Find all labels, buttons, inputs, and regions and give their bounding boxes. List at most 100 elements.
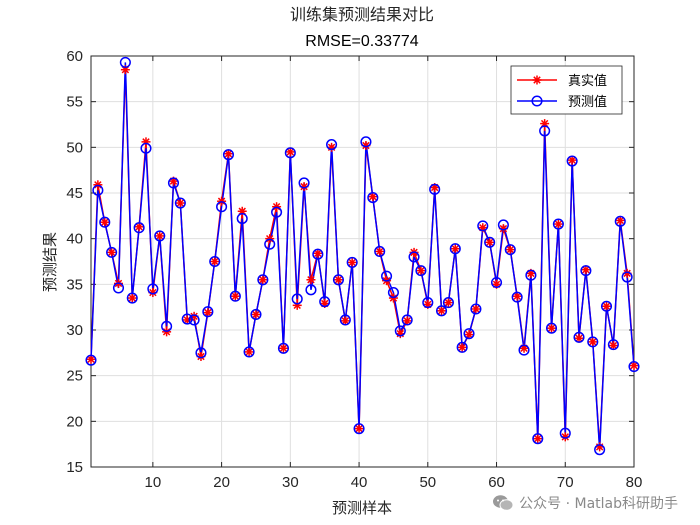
x-tick-label: 30 [282, 474, 299, 491]
data-point-actual [464, 330, 474, 340]
chart-title: 训练集预测结果对比 [290, 5, 434, 24]
series-markers-predicted [85, 56, 640, 456]
data-point-predicted [319, 296, 331, 308]
series-line [90, 62, 635, 450]
data-point-predicted [312, 248, 324, 260]
data-point-predicted [573, 331, 585, 343]
legend-item: 真实值 [517, 73, 607, 89]
y-tick-label: 20 [66, 413, 83, 430]
data-point-predicted [353, 423, 365, 435]
x-tick-label: 40 [351, 474, 368, 491]
data-point-predicted [202, 306, 214, 318]
data-point-actual [533, 434, 543, 444]
data-point-actual [457, 342, 467, 352]
data-point-predicted [559, 427, 571, 439]
data-point-predicted [415, 265, 427, 277]
data-point-actual [595, 442, 605, 452]
data-point-predicted [518, 344, 530, 356]
data-point-predicted [346, 256, 358, 268]
data-point-predicted [339, 314, 351, 326]
data-point-predicted [387, 287, 399, 299]
legend-label: 真实值 [568, 73, 607, 89]
data-point-predicted [628, 360, 640, 373]
data-point-predicted [456, 341, 468, 353]
data-point-actual [512, 291, 522, 301]
data-point-predicted [497, 219, 509, 231]
legend-label: 预测值 [568, 94, 607, 110]
data-point-actual [354, 424, 364, 434]
data-point-predicted [490, 276, 503, 289]
data-point-predicted [484, 236, 496, 248]
y-tick-label: 50 [66, 139, 83, 156]
data-point-actual [567, 155, 577, 165]
legend-item: 预测值 [517, 94, 607, 110]
x-tick-label: 10 [145, 474, 162, 491]
data-point-actual [340, 316, 350, 326]
data-point-actual [553, 219, 563, 229]
data-point-predicted [257, 274, 269, 286]
data-point-actual [505, 245, 515, 255]
watermark: 公众号 · Matlab科研助手 [492, 493, 678, 513]
data-point-predicted [607, 339, 619, 351]
data-point-actual [629, 361, 639, 371]
data-point-predicted [511, 291, 523, 303]
data-point-predicted [470, 303, 482, 315]
data-point-predicted [580, 265, 592, 277]
data-point-predicted [394, 325, 406, 337]
x-tick-label: 70 [557, 474, 574, 491]
data-point-actual [244, 347, 254, 357]
data-point-predicted [298, 177, 310, 189]
wechat-icon [493, 495, 514, 511]
data-point-actual [547, 323, 557, 333]
data-point-predicted [539, 125, 551, 137]
data-point-actual [127, 293, 137, 303]
data-point-predicted [126, 292, 138, 304]
data-point-predicted [277, 342, 290, 354]
data-point-predicted [174, 197, 186, 209]
data-point-predicted [147, 283, 159, 295]
x-tick-label: 80 [626, 474, 643, 491]
data-point-predicted [216, 201, 228, 213]
data-point-actual [588, 337, 598, 347]
data-point-actual [100, 217, 110, 227]
y-tick-label: 25 [66, 368, 83, 385]
data-point-actual [608, 341, 618, 351]
data-point-actual [175, 198, 185, 208]
y-axis-label: 预测结果 [41, 232, 59, 292]
data-point-predicted [525, 269, 537, 281]
legend-marker [531, 95, 543, 107]
data-point-actual [368, 192, 378, 202]
data-point-actual [402, 316, 412, 326]
data-point-predicted [133, 222, 145, 234]
data-point-actual [574, 333, 584, 343]
watermark-text: 公众号 · Matlab科研助手 [519, 496, 678, 512]
data-point-actual [285, 147, 295, 157]
data-point-actual [313, 248, 323, 258]
data-point-predicted [594, 444, 606, 456]
data-point-predicted [587, 336, 599, 348]
data-point-actual [443, 298, 453, 308]
data-point-predicted [435, 305, 448, 317]
data-point-predicted [422, 297, 434, 309]
data-point-predicted [504, 244, 516, 256]
plot-area-frame [90, 55, 635, 468]
series-layer [85, 56, 640, 456]
data-point-predicted [408, 251, 420, 263]
data-point-predicted [614, 215, 626, 227]
data-point-actual [258, 275, 268, 285]
data-point-actual [485, 237, 495, 247]
data-point-predicted [99, 216, 111, 228]
data-point-predicted [600, 300, 613, 312]
data-point-predicted [250, 308, 262, 321]
data-point-actual [107, 247, 117, 257]
y-tick-label: 55 [66, 94, 83, 111]
x-axis-label: 预测样本 [332, 499, 392, 517]
data-point-predicted [367, 192, 379, 204]
data-point-predicted [429, 183, 441, 195]
data-point-predicted [188, 314, 200, 326]
data-point-actual [306, 275, 316, 285]
data-point-predicted [181, 313, 193, 325]
data-point-predicted [463, 328, 475, 340]
